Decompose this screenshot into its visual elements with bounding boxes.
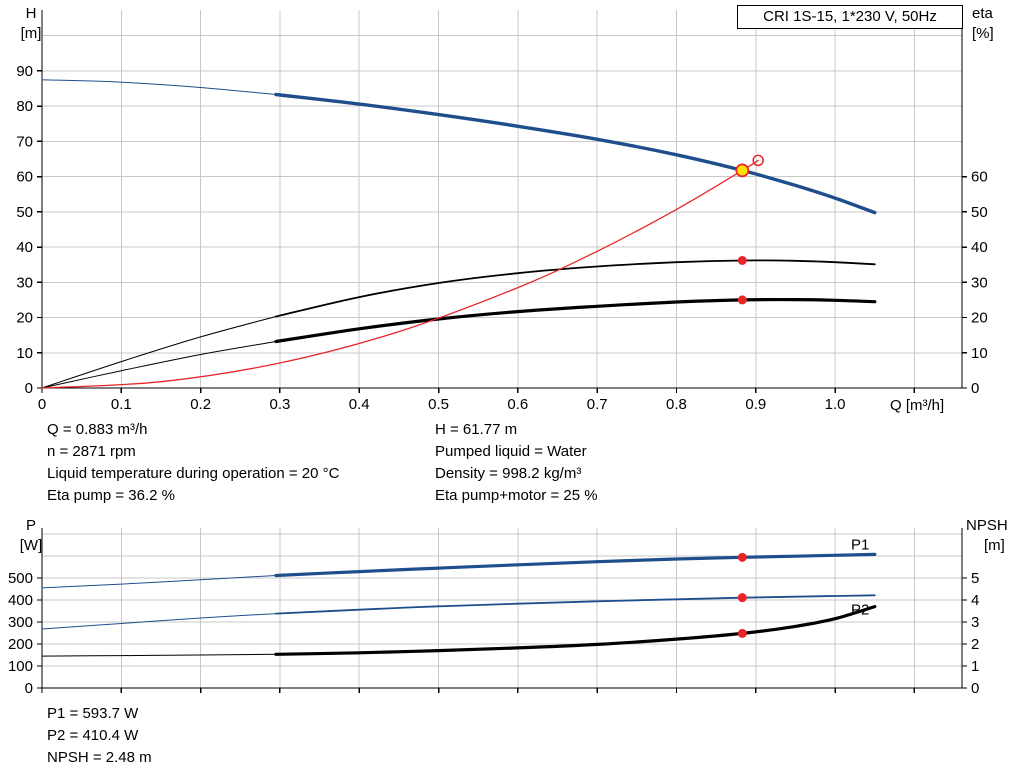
- p1-curve: [274, 552, 877, 578]
- y-right-tick-label: 4: [971, 592, 979, 609]
- npsh-point: [737, 628, 747, 638]
- x-tick-label: 0: [38, 396, 46, 413]
- eta-pump-motor-curve-thin: [41, 341, 277, 389]
- y-left-tick-label: 20: [16, 310, 33, 327]
- info-liquid-temperature: Liquid temperature during operation = 20…: [47, 465, 340, 482]
- x-tick-label: 0.2: [190, 396, 211, 413]
- y-left-axis-title: [m]: [21, 25, 42, 42]
- y-right-tick-label: 0: [971, 680, 979, 697]
- y-left-axis-title: P: [26, 517, 36, 534]
- info-pumped-liquid: Pumped liquid = Water: [435, 443, 587, 460]
- x-tick-label: 0.4: [349, 396, 370, 413]
- y-left-tick-label: 40: [16, 239, 33, 256]
- bottom-tick-labels: 0 100 200 300 400 500 0 1 2 3 4 5: [8, 570, 979, 697]
- y-right-tick-label: 0: [971, 380, 979, 397]
- eta-pump-point: [737, 255, 747, 265]
- duty-info-right: H = 61.77 m Pumped liquid = Water Densit…: [435, 419, 598, 507]
- top-tick-labels: 0 0.1 0.2 0.3 0.4 0.5 0.6 0.7 0.8 0.9 1.0 0 10 20 30 40…: [16, 63, 987, 413]
- y-left-tick-label: 80: [16, 98, 33, 115]
- info-eta-pump: Eta pump = 36.2 %: [47, 487, 175, 504]
- y-left-tick-label: 400: [8, 592, 33, 609]
- y-left-tick-label: 90: [16, 63, 33, 80]
- duty-point-marker: [735, 163, 750, 178]
- info-flow: Q = 0.883 m³/h: [47, 421, 148, 438]
- y-right-axis-title: NPSH: [966, 517, 1008, 534]
- info-p2: P2 = 410.4 W: [47, 727, 139, 744]
- y-right-axis-title: [%]: [972, 25, 994, 42]
- npsh-curve-thin: [41, 653, 277, 657]
- eta-pump-curve: [275, 259, 876, 318]
- eta-pump-curve-thin: [41, 316, 277, 389]
- y-right-tick-label: 60: [971, 169, 988, 186]
- p2-point: [737, 593, 747, 603]
- y-right-axis-title: [m]: [984, 537, 1005, 554]
- y-left-axis-title: [W]: [20, 537, 43, 554]
- x-tick-label: 0.8: [666, 396, 687, 413]
- y-left-tick-label: 0: [25, 380, 33, 397]
- bottom-axes: [37, 528, 967, 693]
- eta-pump-motor-point: [737, 295, 747, 305]
- y-right-tick-label: 40: [971, 239, 988, 256]
- y-left-tick-label: 30: [16, 274, 33, 291]
- info-npsh: NPSH = 2.48 m: [47, 749, 152, 766]
- x-tick-label: 1.0: [825, 396, 846, 413]
- npsh-curve: [274, 605, 877, 656]
- y-left-tick-label: 200: [8, 636, 33, 653]
- head-curve-thin: [41, 79, 277, 95]
- eta-pump-motor-curve: [274, 297, 877, 344]
- x-tick-label: 0.5: [428, 396, 449, 413]
- y-right-tick-label: 2: [971, 636, 979, 653]
- y-left-tick-label: 100: [8, 658, 33, 675]
- y-left-tick-label: 300: [8, 614, 33, 631]
- y-right-tick-label: 3: [971, 614, 979, 631]
- top-axes: [37, 10, 967, 393]
- duty-info-left: Q = 0.883 m³/h n = 2871 rpm Liquid tempe…: [47, 419, 339, 507]
- top-grid: [42, 10, 962, 388]
- y-left-tick-label: 500: [8, 570, 33, 587]
- info-density: Density = 998.2 kg/m³: [435, 465, 582, 482]
- rated-point-marker: [752, 154, 764, 167]
- info-head: H = 61.77 m: [435, 421, 518, 438]
- chart-top: 0 0.1 0.2 0.3 0.4 0.5 0.6 0.7 0.8 0.9 1.0 0 10 20 30 40…: [16, 5, 993, 414]
- x-tick-label: 0.6: [507, 396, 528, 413]
- head-curve: [274, 92, 877, 215]
- info-speed: n = 2871 rpm: [47, 443, 136, 460]
- bottom-grid: [42, 528, 962, 688]
- p1-point: [737, 552, 747, 562]
- y-right-tick-label: 1: [971, 658, 979, 675]
- y-left-tick-label: 50: [16, 204, 33, 221]
- y-left-axis-title: H: [26, 5, 37, 22]
- y-left-tick-label: 10: [16, 345, 33, 362]
- p2-curve: [275, 594, 876, 615]
- x-axis-title: Q [m³/h]: [890, 397, 944, 414]
- x-tick-label: 0.7: [587, 396, 608, 413]
- pump-type-label: CRI 1S-15, 1*230 V, 50Hz: [763, 8, 937, 25]
- system-curve: [41, 159, 759, 389]
- y-left-tick-label: 70: [16, 133, 33, 150]
- p1-curve-thin: [41, 575, 277, 589]
- chart-bottom: 0 100 200 300 400 500 0 1 2 3 4 5 P [W] NPSH [m] P1 P2: [8, 517, 1008, 697]
- pump-type-legend: CRI 1S-15, 1*230 V, 50Hz: [737, 5, 963, 29]
- x-tick-label: 0.9: [745, 396, 766, 413]
- y-left-tick-label: 60: [16, 169, 33, 186]
- info-p1: P1 = 593.7 W: [47, 705, 139, 722]
- y-right-tick-label: 10: [971, 345, 988, 362]
- p1-curve-label: P1: [851, 536, 869, 553]
- x-tick-label: 0.1: [111, 396, 132, 413]
- x-tick-label: 0.3: [270, 396, 291, 413]
- y-right-tick-label: 30: [971, 274, 988, 291]
- y-right-axis-title: eta: [972, 5, 994, 22]
- y-right-tick-label: 5: [971, 570, 979, 587]
- info-eta-pump-motor: Eta pump+motor = 25 %: [435, 487, 598, 504]
- y-left-tick-label: 0: [25, 680, 33, 697]
- y-right-tick-label: 50: [971, 204, 988, 221]
- y-right-tick-label: 20: [971, 310, 988, 327]
- p2-curve-thin: [41, 613, 277, 630]
- p2-curve-label: P2: [851, 601, 869, 618]
- power-info: P1 = 593.7 W P2 = 410.4 W NPSH = 2.48 m: [47, 703, 152, 769]
